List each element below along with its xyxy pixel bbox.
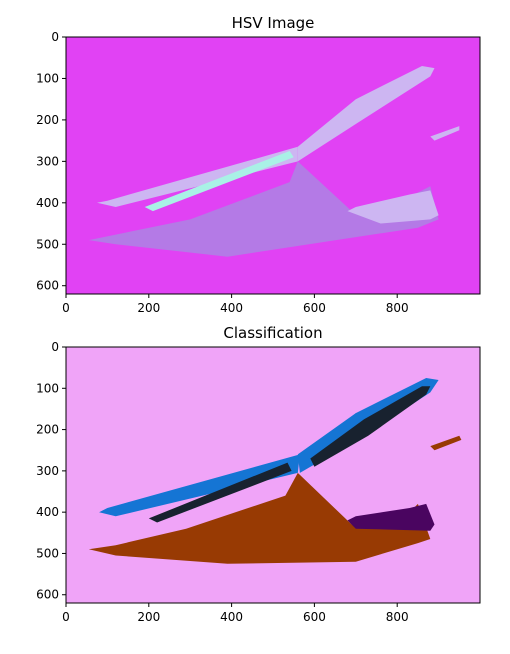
y-tick-label: 400 — [36, 196, 59, 210]
x-tick-label: 0 — [62, 610, 70, 624]
region-upper-blue — [99, 454, 300, 517]
region-lower-wedge — [88, 161, 439, 257]
image-regions — [88, 378, 462, 564]
y-tick-label: 600 — [36, 279, 59, 293]
x-tick-label: 600 — [303, 301, 326, 315]
y-tick-label: 100 — [36, 71, 59, 85]
region-bright-strip — [144, 151, 294, 212]
chart-title: HSV Image — [232, 14, 315, 32]
y-tick-label: 600 — [36, 588, 59, 602]
x-tick-label: 800 — [386, 301, 409, 315]
region-right-body — [297, 66, 435, 162]
region-purple-patch — [347, 503, 435, 531]
y-tick-label: 500 — [36, 237, 59, 251]
x-tick-label: 400 — [220, 301, 243, 315]
y-tick-label: 0 — [51, 30, 59, 44]
y-tick-label: 0 — [51, 340, 59, 354]
region-top-flare — [430, 126, 460, 141]
y-tick-label: 100 — [36, 381, 59, 395]
x-tick-label: 800 — [386, 610, 409, 624]
region-right-dark — [310, 386, 431, 467]
classification-panel: Classification 0 200 400 600 800 0 100 200 300 400… — [36, 324, 481, 624]
y-tick-label: 300 — [36, 154, 59, 168]
x-tick-label: 200 — [137, 301, 160, 315]
chart-title: Classification — [223, 324, 322, 342]
x-tick-label: 600 — [303, 610, 326, 624]
x-tick-label: 200 — [137, 610, 160, 624]
axes-frame — [65, 346, 481, 604]
y-tick-label: 400 — [36, 505, 59, 519]
y-tick-label: 200 — [36, 423, 59, 437]
image-regions — [88, 66, 460, 257]
y-tick-label: 500 — [36, 546, 59, 560]
hsv-image-panel: HSV Image 0 200 400 600 800 0 100 200 300 400 500 60… — [36, 14, 481, 315]
region-upper-band — [97, 146, 298, 207]
axes-frame — [65, 36, 481, 295]
region-flare — [430, 435, 462, 451]
region-brown-wedge — [88, 472, 431, 564]
y-tick-label: 200 — [36, 113, 59, 127]
y-tick-label: 300 — [36, 464, 59, 478]
region-dark-strip — [148, 462, 292, 523]
x-tick-label: 400 — [220, 610, 243, 624]
region-right-patch — [347, 190, 439, 224]
x-tick-label: 0 — [62, 301, 70, 315]
